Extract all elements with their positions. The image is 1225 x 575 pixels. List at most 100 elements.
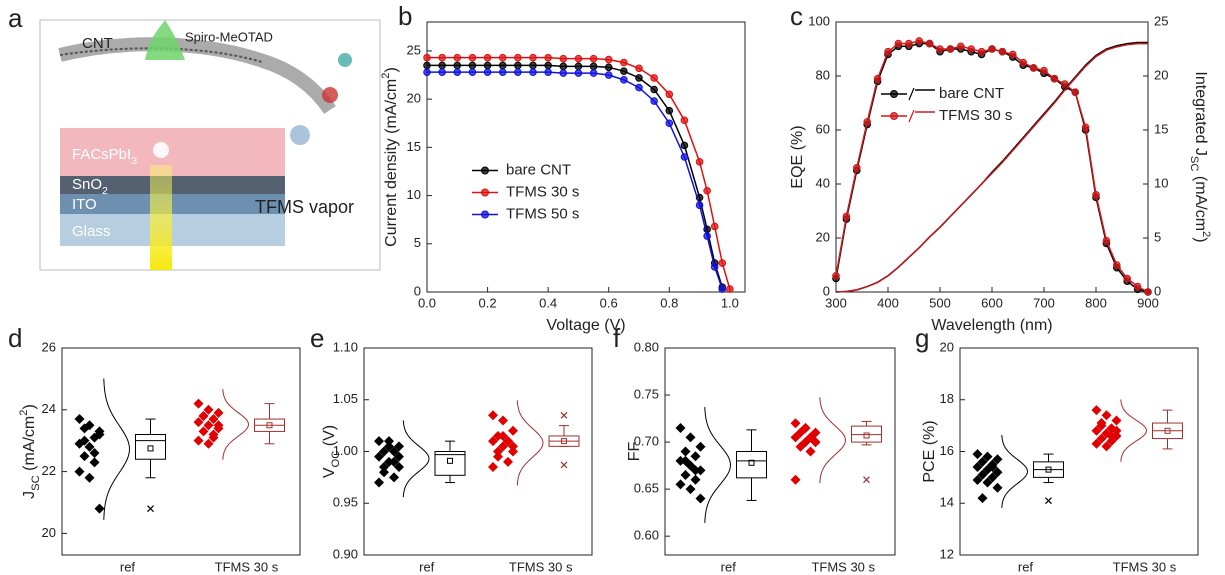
distribution-curve: [1001, 435, 1029, 509]
cnt-label: CNT: [82, 35, 113, 52]
data-point: [374, 477, 384, 488]
y-axis-label-part: 2: [380, 73, 392, 79]
data-point: [680, 446, 691, 457]
series-line: [835, 40, 1149, 293]
data-point: [1071, 88, 1079, 96]
layer-ito: [60, 194, 285, 214]
data-point: [84, 472, 95, 483]
y2-axis-label: Integrated JSC (mA/cm2): [1188, 71, 1212, 242]
data-point: [884, 47, 892, 56]
x-tick-label: 0.4: [539, 295, 557, 310]
data-point: [498, 61, 507, 70]
y-tick-label: 0.90: [333, 546, 358, 561]
data-point: [604, 63, 613, 72]
data-point: [987, 472, 998, 483]
data-point: [718, 285, 727, 293]
data-point: [992, 482, 1003, 493]
data-point: [193, 398, 204, 409]
outlier: [560, 461, 568, 469]
data-point: [977, 469, 988, 480]
data-point: [203, 404, 214, 415]
x-tick-label: 500: [929, 295, 951, 310]
y-axis-label-part: Current density (mA/cm: [383, 79, 400, 247]
y-tick-label: 1.10: [333, 339, 358, 354]
data-point: [665, 90, 674, 99]
y-axis-label-part: J: [21, 491, 38, 499]
y-tick-label: 1.05: [333, 391, 358, 406]
light-beam: [150, 165, 172, 270]
data-point: [1111, 425, 1122, 436]
data-point: [1050, 74, 1059, 83]
data-point: [972, 449, 983, 460]
data-point: [483, 53, 492, 62]
y-tick-label: 0: [823, 283, 830, 298]
legend-marker: [481, 166, 489, 175]
data-point: [483, 61, 492, 70]
x-tick-label: 0.0: [418, 295, 436, 310]
y-tick-label: 0.75: [634, 386, 659, 401]
legend-marker: [481, 188, 489, 197]
data-point: [665, 119, 674, 128]
y-axis-label-part: OC: [330, 451, 342, 468]
y-axis-label: EQE (%): [789, 125, 806, 188]
data-point: [483, 68, 492, 76]
data-point: [213, 407, 224, 418]
data-point: [1101, 410, 1112, 421]
outlier: [1045, 497, 1052, 505]
data-point: [559, 69, 568, 77]
y-tick-label: 24: [42, 401, 56, 416]
series-line: [835, 42, 1148, 293]
distribution-curve: [222, 389, 250, 460]
data-point: [438, 53, 446, 62]
panel-label: a: [8, 3, 23, 33]
x-tick-label: TFMS 30 s: [509, 559, 573, 574]
data-point: [790, 432, 801, 443]
data-point: [972, 462, 983, 473]
mean: [147, 445, 154, 452]
data-point: [685, 432, 696, 443]
data-point: [503, 456, 513, 467]
data-point: [703, 186, 711, 195]
data-point: [1019, 58, 1028, 67]
data-point: [977, 47, 986, 56]
y-tick-label: 80: [816, 67, 830, 82]
data-point: [635, 83, 643, 92]
data-point: [695, 441, 706, 452]
y2-tick-label: 10: [1154, 175, 1168, 190]
data-point: [650, 74, 658, 82]
plot-frame: [959, 347, 1199, 556]
y-tick-label: 18: [940, 391, 954, 406]
x-tick-label: 0.6: [600, 295, 618, 310]
y-tick-label: 0.60: [634, 528, 659, 543]
data-point: [972, 474, 983, 485]
data-point: [438, 68, 446, 76]
data-point: [589, 69, 598, 77]
chart-panel: d JSC (mA/cm2) 20 22 24 26 ref TFMS 30 s: [8, 323, 301, 574]
x-tick-label: 0.8: [660, 295, 678, 310]
mean: [1164, 427, 1171, 434]
box: [736, 451, 767, 479]
chart-panel: e VOC (V) 0.90 0.95 1.00 1.05 1.10 ref TFMS 30 s: [310, 323, 593, 574]
data-point: [894, 39, 903, 48]
legend-slash: [908, 87, 915, 101]
data-point: [635, 74, 643, 82]
y-tick-label: 15: [407, 139, 421, 154]
data-point: [1040, 66, 1048, 75]
y-tick-label: 100: [808, 13, 830, 28]
data-point: [988, 45, 996, 53]
data-point: [680, 116, 689, 125]
plot-frame: [835, 21, 1149, 293]
data-point: [529, 68, 537, 76]
data-point: [193, 417, 204, 428]
data-point: [1081, 123, 1090, 132]
distribution-curve: [704, 407, 732, 523]
data-point: [1091, 438, 1102, 449]
data-point: [94, 503, 105, 514]
x-tick-label: ref: [721, 559, 737, 574]
data-point: [203, 438, 214, 449]
data-point: [498, 53, 507, 62]
data-point: [982, 477, 993, 488]
panel-label: f: [613, 323, 621, 353]
data-point: [703, 232, 711, 240]
